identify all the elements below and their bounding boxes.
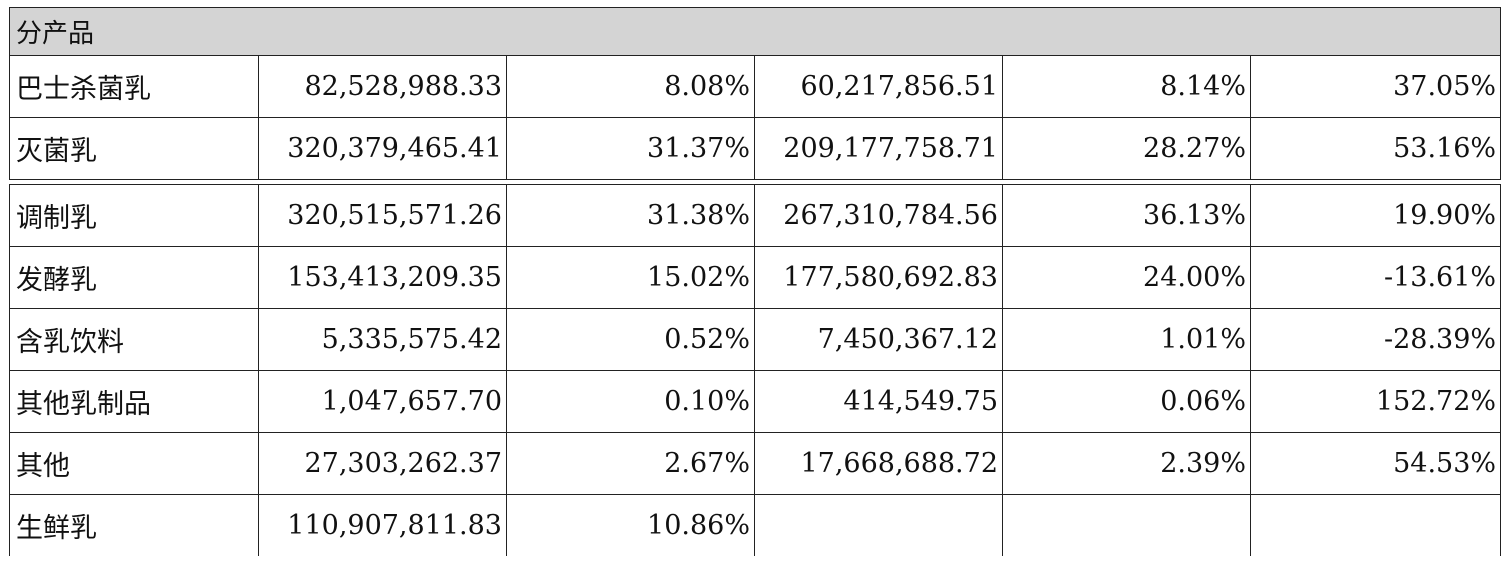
revenue-current-cell: 27,303,262.37 xyxy=(258,432,507,495)
yoy-change-cell: 53.16% xyxy=(1249,117,1502,180)
revenue-share-current-cell: 31.37% xyxy=(506,117,755,180)
revenue-share-previous-cell: 28.27% xyxy=(1002,117,1251,180)
revenue-current-cell: 110,907,811.83 xyxy=(258,494,507,556)
yoy-change-cell: 37.05% xyxy=(1249,55,1502,118)
table-row: 含乳饮料 5,335,575.42 0.52% 7,450,367.12 1.0… xyxy=(9,308,1502,371)
revenue-share-previous-cell: 1.01% xyxy=(1002,308,1251,371)
revenue-previous-cell xyxy=(754,494,1003,556)
table-row: 巴士杀菌乳 82,528,988.33 8.08% 60,217,856.51 … xyxy=(9,55,1502,118)
revenue-share-previous-cell: 0.06% xyxy=(1002,370,1251,433)
table-row: 调制乳 320,515,571.26 31.38% 267,310,784.56… xyxy=(9,184,1502,247)
revenue-share-current-cell: 31.38% xyxy=(506,184,755,247)
product-name-cell: 其他 xyxy=(9,432,259,495)
product-name-cell: 其他乳制品 xyxy=(9,370,259,433)
revenue-share-previous-cell xyxy=(1002,494,1251,556)
yoy-change-cell: -28.39% xyxy=(1249,308,1502,371)
revenue-previous-cell: 17,668,688.72 xyxy=(754,432,1003,495)
revenue-previous-cell: 177,580,692.83 xyxy=(754,246,1003,309)
revenue-current-cell: 5,335,575.42 xyxy=(258,308,507,371)
product-name-cell: 灭菌乳 xyxy=(9,117,259,180)
revenue-share-current-cell: 0.10% xyxy=(506,370,755,433)
table-row: 其他 27,303,262.37 2.67% 17,668,688.72 2.3… xyxy=(9,432,1502,495)
revenue-share-previous-cell: 2.39% xyxy=(1002,432,1251,495)
product-name-cell: 生鲜乳 xyxy=(9,494,259,556)
revenue-previous-cell: 60,217,856.51 xyxy=(754,55,1003,118)
section-header-cell: 分产品 xyxy=(8,7,1502,56)
product-name-cell: 含乳饮料 xyxy=(9,308,259,371)
revenue-share-previous-cell: 36.13% xyxy=(1002,184,1251,247)
product-name-cell: 调制乳 xyxy=(9,184,259,247)
yoy-change-cell: -13.61% xyxy=(1249,246,1502,309)
revenue-share-current-cell: 10.86% xyxy=(506,494,755,556)
revenue-share-current-cell: 0.52% xyxy=(506,308,755,371)
product-revenue-table: 分产品 巴士杀菌乳 82,528,988.33 8.08% 60,217,856… xyxy=(8,7,1502,556)
yoy-change-cell: 152.72% xyxy=(1249,370,1502,433)
section-header-row: 分产品 xyxy=(8,7,1502,56)
revenue-current-cell: 153,413,209.35 xyxy=(258,246,507,309)
product-name-cell: 巴士杀菌乳 xyxy=(9,55,259,118)
table-row: 灭菌乳 320,379,465.41 31.37% 209,177,758.71… xyxy=(9,117,1502,180)
product-name-cell: 发酵乳 xyxy=(9,246,259,309)
revenue-previous-cell: 209,177,758.71 xyxy=(754,117,1003,180)
revenue-share-current-cell: 15.02% xyxy=(506,246,755,309)
revenue-current-cell: 320,515,571.26 xyxy=(258,184,507,247)
yoy-change-cell: 54.53% xyxy=(1249,432,1502,495)
yoy-change-cell xyxy=(1249,494,1502,556)
revenue-share-previous-cell: 24.00% xyxy=(1002,246,1251,309)
revenue-share-current-cell: 2.67% xyxy=(506,432,755,495)
revenue-previous-cell: 414,549.75 xyxy=(754,370,1003,433)
yoy-change-cell: 19.90% xyxy=(1249,184,1502,247)
revenue-current-cell: 1,047,657.70 xyxy=(258,370,507,433)
revenue-previous-cell: 7,450,367.12 xyxy=(754,308,1003,371)
revenue-current-cell: 82,528,988.33 xyxy=(258,55,507,118)
table-row: 其他乳制品 1,047,657.70 0.10% 414,549.75 0.06… xyxy=(9,370,1502,433)
table-row: 生鲜乳 110,907,811.83 10.86% xyxy=(9,494,1502,556)
revenue-previous-cell: 267,310,784.56 xyxy=(754,184,1003,247)
revenue-current-cell: 320,379,465.41 xyxy=(258,117,507,180)
table-row: 发酵乳 153,413,209.35 15.02% 177,580,692.83… xyxy=(9,246,1502,309)
revenue-share-current-cell: 8.08% xyxy=(506,55,755,118)
revenue-share-previous-cell: 8.14% xyxy=(1002,55,1251,118)
